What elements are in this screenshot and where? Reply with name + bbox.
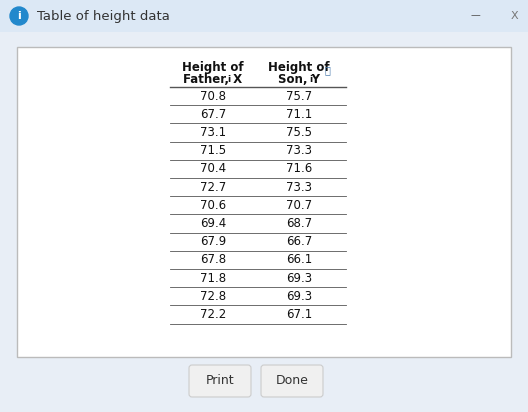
Text: 67.8: 67.8 bbox=[200, 253, 226, 267]
Text: 66.7: 66.7 bbox=[286, 235, 312, 248]
Text: 70.8: 70.8 bbox=[200, 89, 226, 103]
Text: Son, Y: Son, Y bbox=[278, 73, 320, 86]
Text: 71.1: 71.1 bbox=[286, 108, 312, 121]
Bar bbox=[0, 0, 528, 32]
Text: i: i bbox=[309, 75, 313, 84]
Text: 68.7: 68.7 bbox=[286, 217, 312, 230]
Text: 69.3: 69.3 bbox=[286, 290, 312, 303]
Text: i: i bbox=[228, 75, 231, 84]
Text: 75.5: 75.5 bbox=[286, 126, 312, 139]
Text: 72.2: 72.2 bbox=[200, 308, 226, 321]
Text: 66.1: 66.1 bbox=[286, 253, 312, 267]
Text: 73.1: 73.1 bbox=[200, 126, 226, 139]
Text: Print: Print bbox=[206, 375, 234, 388]
Text: Table of height data: Table of height data bbox=[37, 9, 170, 23]
Text: 72.8: 72.8 bbox=[200, 290, 226, 303]
Text: 71.6: 71.6 bbox=[286, 162, 312, 176]
Text: 71.5: 71.5 bbox=[200, 144, 226, 157]
Text: 72.7: 72.7 bbox=[200, 180, 226, 194]
Text: 71.8: 71.8 bbox=[200, 272, 226, 285]
Text: 67.9: 67.9 bbox=[200, 235, 226, 248]
Text: 70.6: 70.6 bbox=[200, 199, 226, 212]
Text: Height of: Height of bbox=[268, 61, 330, 74]
Text: Done: Done bbox=[276, 375, 308, 388]
Text: 70.4: 70.4 bbox=[200, 162, 226, 176]
Text: 69.3: 69.3 bbox=[286, 272, 312, 285]
Text: Father, X: Father, X bbox=[183, 73, 242, 86]
Text: X: X bbox=[510, 11, 518, 21]
Text: 69.4: 69.4 bbox=[200, 217, 226, 230]
Text: Height of: Height of bbox=[182, 61, 244, 74]
Text: —: — bbox=[470, 10, 480, 20]
Bar bbox=[17, 47, 511, 357]
Text: 73.3: 73.3 bbox=[286, 144, 312, 157]
FancyBboxPatch shape bbox=[261, 365, 323, 397]
Text: 67.7: 67.7 bbox=[200, 108, 226, 121]
Text: i: i bbox=[17, 11, 21, 21]
Text: 📋: 📋 bbox=[324, 65, 330, 75]
Circle shape bbox=[10, 7, 28, 25]
Text: 73.3: 73.3 bbox=[286, 180, 312, 194]
Text: 75.7: 75.7 bbox=[286, 89, 312, 103]
Text: 70.7: 70.7 bbox=[286, 199, 312, 212]
FancyBboxPatch shape bbox=[189, 365, 251, 397]
Text: 67.1: 67.1 bbox=[286, 308, 312, 321]
